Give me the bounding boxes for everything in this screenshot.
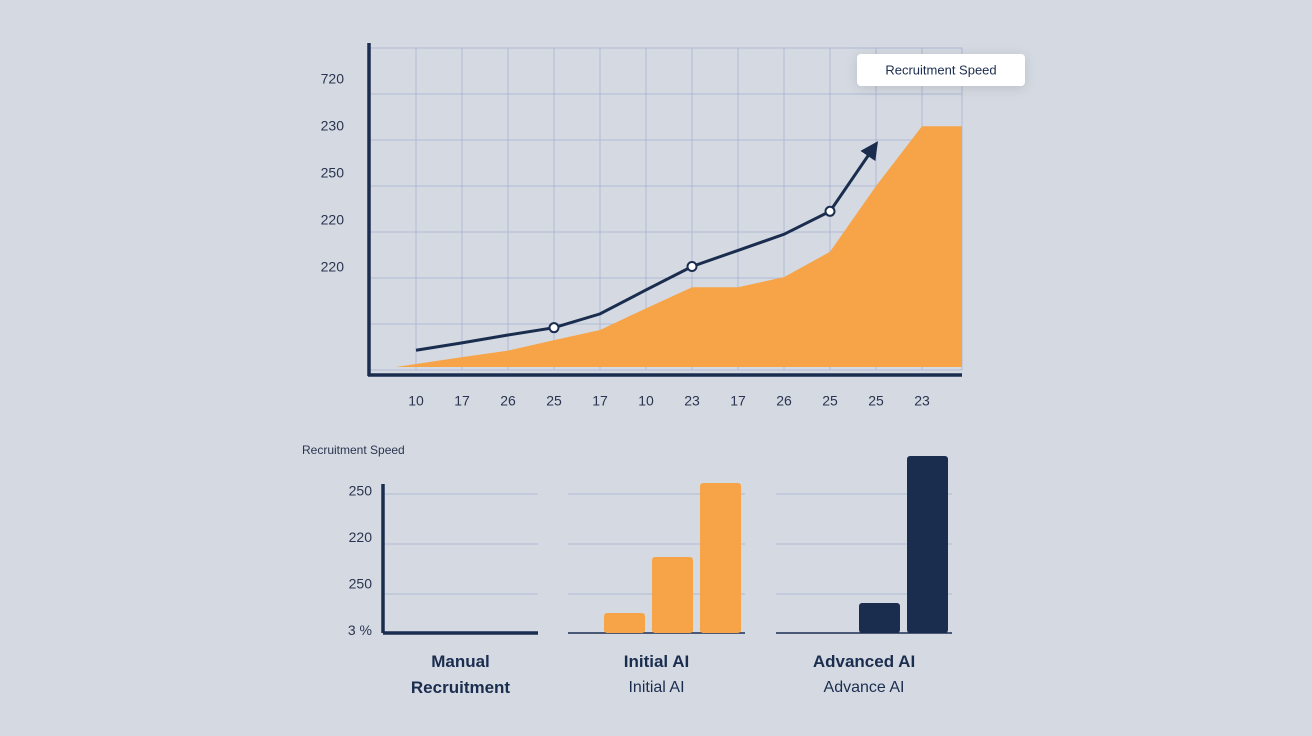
x-tick-label: 17 <box>592 393 608 409</box>
line <box>415 141 879 352</box>
x-tick-label: 10 <box>408 393 424 409</box>
group-subtitle: Advance AI <box>823 679 905 696</box>
x-tick-label: 17 <box>730 393 746 409</box>
y-axis-label: 220 <box>321 212 345 228</box>
y-axis-label: 250 <box>349 576 373 592</box>
bar <box>700 483 741 633</box>
y-axis-label: 230 <box>321 118 345 134</box>
bar <box>907 456 948 633</box>
x-tick-label: 23 <box>914 393 930 409</box>
y-axis-label: 220 <box>321 259 345 275</box>
x-tick-label: 26 <box>500 393 516 409</box>
line-marker <box>824 205 836 217</box>
y-axis-label: 250 <box>321 165 345 181</box>
bar <box>652 557 693 633</box>
group-name: Initial AI <box>623 652 690 671</box>
group-label: Initial AI Initial AI <box>577 649 737 701</box>
x-tick-label: 10 <box>638 393 654 409</box>
x-tick-label: 17 <box>454 393 470 409</box>
y-axis-label: 720 <box>321 71 345 87</box>
x-tick-label: 25 <box>822 393 838 409</box>
group-label: Advanced AI Advance AI <box>784 649 944 701</box>
x-tick-label: 25 <box>546 393 562 409</box>
group-name: Advanced AI <box>812 652 916 671</box>
y-axis-label: 220 <box>349 529 373 545</box>
y-axis-label: 3 % <box>348 622 372 638</box>
line-marker <box>686 261 698 272</box>
area <box>396 126 962 367</box>
annotation: Recruitment Speed <box>885 62 996 77</box>
x-tick-label: 25 <box>868 393 884 409</box>
line-marker <box>548 322 560 334</box>
group-label: Manual Recruitment <box>381 649 541 701</box>
group-name: Manual Recruitment <box>410 652 511 697</box>
y-axis-label: 250 <box>349 483 373 499</box>
x-tick-label: 26 <box>776 393 792 409</box>
bar <box>604 613 645 633</box>
group-subtitle: Initial AI <box>628 679 685 696</box>
annotation-box <box>857 54 1025 86</box>
chart-title: Recruitment Speed <box>302 443 405 457</box>
bar <box>859 603 900 633</box>
x-tick-label: 23 <box>684 393 700 409</box>
